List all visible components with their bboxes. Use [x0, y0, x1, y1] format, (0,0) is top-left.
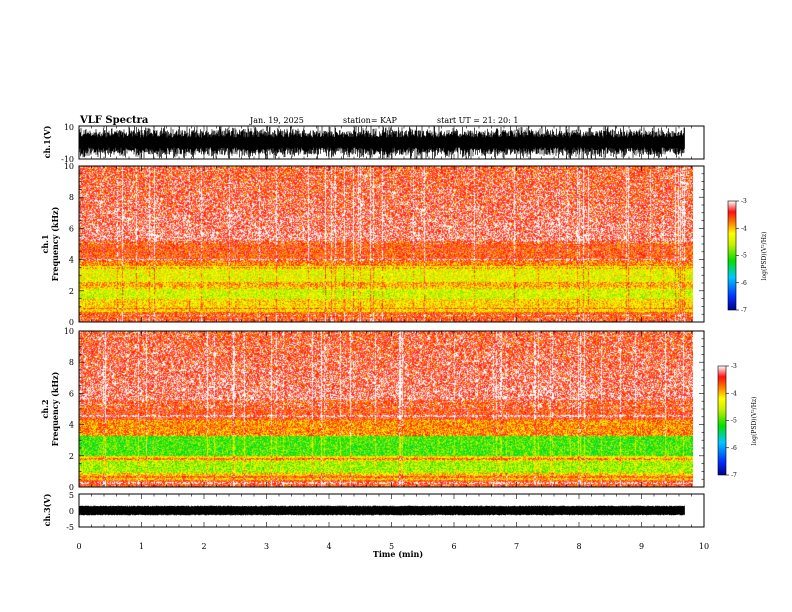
ch2-spectrogram-ylabel: Frequency (kHz)	[50, 371, 60, 446]
colorbar-tick-label--5: -5	[741, 253, 747, 260]
time-axis-tick-labels: 0 1 2 3 4 5 6 7 8 9 10	[76, 542, 709, 551]
ch3-ytick-middle: 0	[69, 507, 74, 516]
y-tick-label-0: 0	[69, 483, 74, 492]
ch1-ytick-bottom: -10	[61, 155, 74, 164]
ch2-spectrogram-image	[79, 331, 693, 487]
y-tick-label-10: 10	[64, 327, 74, 336]
ch2-colorbar-label: log(PSD)(V²/Hz)	[751, 397, 758, 446]
ch1-waveform-ylabel: ch.1(V)	[42, 125, 52, 158]
colorbar-tick-label--3: -3	[741, 198, 747, 205]
x-tick-label-5: 5	[389, 542, 394, 551]
y-tick-label-10: 10	[64, 162, 74, 171]
x-tick-label-10: 10	[699, 542, 709, 551]
y-tick-label-6: 6	[69, 224, 74, 233]
x-tick-label-7: 7	[514, 542, 519, 551]
ch1-ytick-top: 10	[64, 123, 74, 132]
x-tick-label-0: 0	[76, 542, 81, 551]
colorbar-tick-label--3: -3	[731, 363, 737, 370]
waveform-path	[79, 505, 685, 516]
ch1-waveform-trace	[79, 126, 685, 159]
ch1-spectrogram-channel-label: ch.1	[40, 234, 50, 253]
colorbar-tick-label--4: -4	[741, 225, 747, 232]
ch1-spectrogram-yticks: 0 2 4 6 8 10	[64, 162, 704, 327]
y-tick-label-6: 6	[69, 389, 74, 398]
colorbar-tick-label--6: -6	[731, 445, 737, 452]
date-label: Jan. 19, 2025	[249, 116, 304, 125]
colorbar-tick-label--7: -7	[741, 307, 747, 314]
ch2-colorbar-ticks: -3 -4 -5 -6 -7	[726, 363, 737, 479]
x-tick-label-4: 4	[326, 542, 331, 551]
ch3-ytick-bottom: -5	[66, 523, 74, 532]
ch3-waveform-panel: 5 0 -5 ch.3(V)	[42, 491, 705, 532]
time-axis-label: Time (min)	[373, 549, 423, 559]
colorbar-tick-label--6: -6	[741, 280, 747, 287]
station-label: station= KAP	[343, 116, 398, 125]
y-tick-label-4: 4	[69, 421, 74, 430]
start-time-label: start UT = 21: 20: 1	[437, 116, 518, 125]
ch1-colorbar-label: log(PSD)(V²/Hz)	[761, 232, 768, 281]
y-tick-label-8: 8	[69, 358, 74, 367]
x-tick-label-1: 1	[139, 542, 144, 551]
ch1-spectrogram-image	[79, 166, 693, 322]
time-axis-ticks	[78, 126, 705, 527]
y-tick-label-8: 8	[69, 193, 74, 202]
ch2-spectrogram-channel-label: ch.2	[40, 399, 50, 418]
x-tick-label-6: 6	[451, 542, 456, 551]
ch1-spectrogram-ylabel: Frequency (kHz)	[50, 206, 60, 281]
x-tick-label-2: 2	[201, 542, 206, 551]
ch2-spectrogram-yticks: 0 2 4 6 8 10	[64, 327, 704, 492]
x-tick-label-8: 8	[576, 542, 581, 551]
y-tick-label-2: 2	[69, 287, 74, 296]
waveform-path	[79, 126, 685, 159]
x-tick-label-3: 3	[264, 542, 269, 551]
ch3-waveform-ylabel: ch.3(V)	[42, 493, 52, 526]
figure-title: VLF Spectra	[79, 115, 149, 126]
ch3-waveform-trace	[79, 505, 685, 516]
y-tick-label-4: 4	[69, 256, 74, 265]
y-tick-label-0: 0	[69, 318, 74, 327]
colorbar-tick-label--4: -4	[731, 390, 737, 397]
ch1-colorbar-ticks: -3 -4 -5 -6 -7	[736, 198, 747, 314]
ch1-colorbar	[727, 200, 737, 311]
ch3-ytick-top: 5	[69, 491, 74, 500]
colorbar-tick-label--7: -7	[731, 472, 737, 479]
y-tick-label-2: 2	[69, 452, 74, 461]
colorbar-tick-label--5: -5	[731, 418, 737, 425]
ch2-colorbar	[717, 365, 727, 476]
x-tick-label-9: 9	[639, 542, 644, 551]
